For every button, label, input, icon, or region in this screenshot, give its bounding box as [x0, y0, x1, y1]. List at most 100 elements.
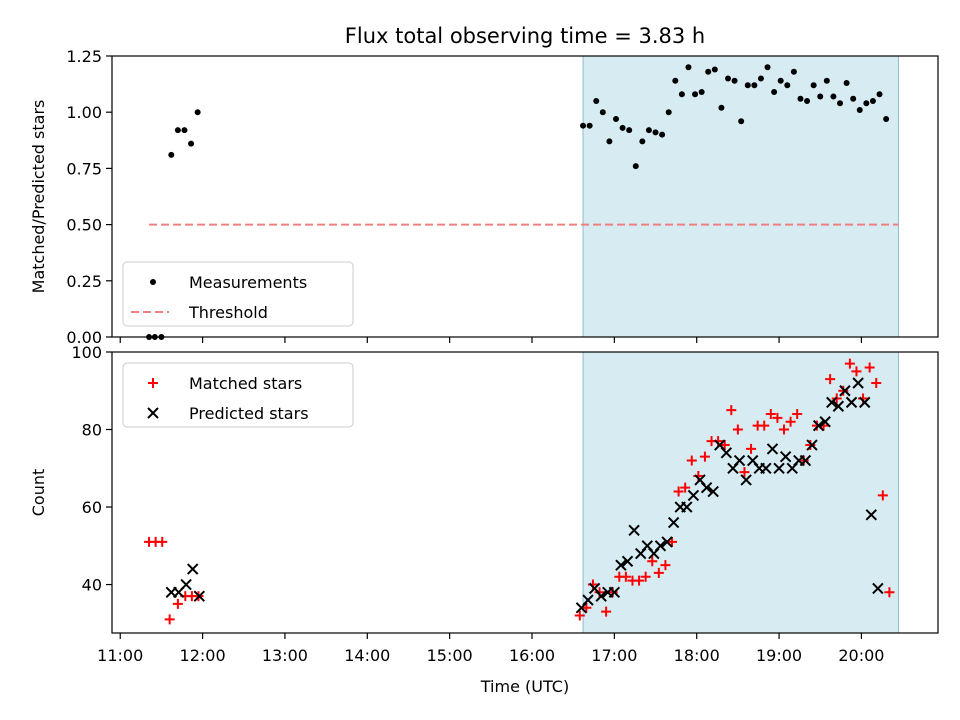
data-point — [869, 97, 876, 104]
data-point — [181, 127, 188, 134]
data-point — [738, 118, 745, 125]
data-point — [810, 82, 817, 89]
data-point — [626, 127, 633, 134]
y-tick-label: 60 — [82, 498, 102, 517]
data-point — [804, 97, 811, 104]
legend-label: Predicted stars — [189, 404, 309, 423]
data-point — [858, 396, 871, 409]
data-point — [799, 454, 812, 467]
data-point — [852, 377, 864, 389]
axes-frame — [111, 351, 939, 634]
y-axis-label: Matched/Predicted stars — [29, 100, 48, 294]
data-point — [819, 416, 831, 428]
observation-span — [582, 351, 899, 634]
y-tick-label: 80 — [82, 421, 102, 440]
x-tick-label: 20:00 — [838, 646, 884, 665]
data-point — [865, 509, 878, 521]
data-point — [652, 129, 659, 136]
x-tick-label: 17:00 — [591, 646, 637, 665]
data-point — [619, 124, 626, 131]
data-point — [685, 64, 692, 71]
y-tick-label: 0.25 — [66, 272, 102, 291]
legend-box — [122, 261, 354, 327]
data-point — [863, 100, 870, 107]
legend-box — [122, 362, 354, 428]
data-point — [681, 501, 693, 513]
data-point — [719, 440, 730, 451]
data-point — [779, 450, 792, 463]
data-point — [700, 481, 713, 494]
data-point — [766, 443, 779, 455]
data-point — [817, 93, 824, 100]
axes-frame — [111, 55, 939, 338]
data-point — [698, 88, 705, 95]
data-point — [692, 91, 699, 98]
data-point — [654, 540, 667, 552]
data-point — [586, 122, 593, 129]
legend: Matched stars Predicted stars — [122, 362, 354, 428]
data-point — [186, 563, 199, 575]
data-point — [582, 594, 594, 606]
data-point — [678, 91, 685, 98]
legend-label: Matched stars — [189, 374, 302, 393]
data-point — [595, 590, 607, 602]
data-point — [883, 115, 890, 122]
data-point — [174, 127, 181, 134]
y-axis-label: Count — [29, 469, 48, 517]
data-point — [193, 590, 206, 602]
data-point — [797, 95, 804, 102]
data-point — [687, 489, 700, 502]
data-point — [798, 455, 809, 466]
y-tick-label: 1.25 — [66, 47, 102, 66]
data-point — [194, 109, 201, 116]
data-point — [718, 104, 725, 111]
data-point — [615, 559, 627, 571]
x-tick-label: 12:00 — [180, 646, 226, 665]
y-tick-label: 100 — [71, 343, 102, 362]
data-point — [593, 97, 600, 104]
data-point — [653, 567, 664, 578]
data-point — [180, 578, 192, 591]
data-point — [613, 115, 619, 122]
data-point — [659, 131, 666, 138]
data-point — [837, 100, 843, 107]
data-point — [157, 536, 168, 547]
data-point — [784, 82, 791, 89]
data-point — [744, 82, 751, 89]
data-point — [188, 140, 195, 147]
data-point — [661, 536, 673, 548]
data-point — [812, 419, 825, 432]
observation-span — [582, 55, 899, 338]
data-point — [731, 77, 738, 84]
x-axis-label: Time (UTC) — [480, 677, 569, 696]
data-point — [839, 385, 851, 397]
data-point — [785, 416, 796, 427]
data-point — [711, 66, 718, 73]
legend-marker — [147, 407, 159, 419]
data-point — [826, 396, 838, 409]
data-point — [733, 454, 746, 467]
data-point — [581, 602, 592, 613]
legend: Measurements Threshold — [122, 261, 354, 327]
data-point — [805, 440, 816, 451]
data-point — [726, 405, 737, 416]
data-point — [172, 598, 183, 609]
data-point — [825, 374, 836, 385]
legend-label: Threshold — [188, 303, 268, 322]
data-point — [667, 516, 680, 529]
data-point — [790, 68, 797, 75]
data-point — [746, 443, 757, 454]
data-point — [760, 462, 772, 474]
panel-top: 0.00 0.25 0.50 0.75 1.00 1.25 Matched/Predicte… — [29, 47, 939, 347]
data-point — [779, 424, 789, 435]
data-point — [628, 524, 640, 536]
data-point — [806, 439, 818, 451]
y-tick-label: 1.00 — [66, 103, 102, 122]
data-point — [823, 77, 830, 84]
legend-marker — [148, 378, 158, 388]
data-point — [720, 447, 733, 459]
y-tick-label: 0.75 — [66, 159, 102, 178]
data-point — [772, 412, 783, 423]
data-point — [699, 451, 710, 462]
x-tick-label: 18:00 — [674, 646, 720, 665]
